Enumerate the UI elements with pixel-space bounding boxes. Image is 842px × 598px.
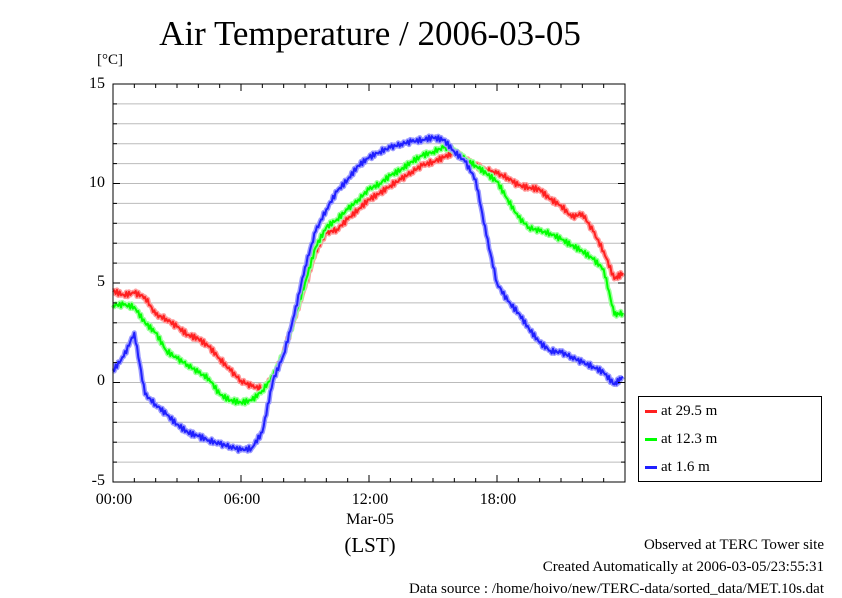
x-tick-label: 12:00 [351,491,389,508]
legend-item: at 29.5 m [645,402,717,420]
y-tick-label: 10 [89,174,105,191]
x-axis-label: (LST) [344,533,396,557]
legend-item: at 12.3 m [645,430,717,448]
x-tick-label: 00:00 [95,491,133,508]
legend-label: at 1.6 m [661,459,710,475]
footer-source: Data source : /home/hoivo/new/TERC-data/… [408,581,824,597]
grid-lines [113,103,625,463]
y-axis-unit: [°C] [97,52,123,68]
legend-label: at 12.3 m [661,431,718,447]
y-tick-label: -5 [91,472,105,489]
x-tick-label: 06:00 [223,491,261,508]
legend-item: at 1.6 m [645,458,710,476]
series-line [112,134,624,453]
y-tick-label: 15 [89,75,105,92]
footer-created: Created Automatically at 2006-03-05/23:5… [542,559,824,575]
legend-swatch-red [645,410,657,414]
legend-swatch-green [645,438,657,442]
chart-title: Air Temperature / 2006-03-05 [159,14,581,53]
y-tick-label: 5 [97,273,105,290]
series-line [112,150,624,392]
legend-label: at 29.5 m [661,403,718,419]
legend: at 29.5 m at 12.3 m at 1.6 m [638,396,822,482]
series-line [112,144,624,406]
footer-observed: Observed at TERC Tower site [643,537,824,553]
x-axis-date: Mar-05 [346,511,394,528]
y-tick-label: 0 [97,372,105,389]
series-lines [110,133,626,455]
axis-ticks [112,83,626,483]
x-tick-label: 18:00 [479,491,517,508]
legend-swatch-blue [645,466,657,470]
